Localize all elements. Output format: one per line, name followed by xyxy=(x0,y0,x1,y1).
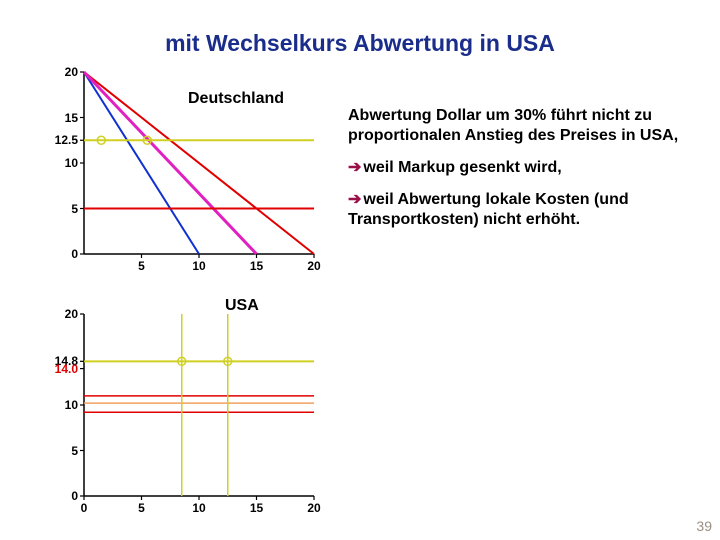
x-tick-label: 15 xyxy=(245,501,269,515)
x-tick-label: 15 xyxy=(245,259,269,273)
chart-label: Deutschland xyxy=(188,90,284,108)
y-tick-label: 10 xyxy=(48,398,78,412)
chart-label: USA xyxy=(225,297,259,315)
explanation-block: Abwertung Dollar um 30% führt nicht zu p… xyxy=(348,106,688,242)
x-tick-label: 0 xyxy=(72,501,96,515)
slide-number: 39 xyxy=(696,518,712,534)
x-tick-label: 20 xyxy=(302,259,326,273)
x-tick-label: 10 xyxy=(187,259,211,273)
x-tick-label: 5 xyxy=(130,259,154,273)
explain-main: Abwertung Dollar um 30% führt nicht zu p… xyxy=(348,106,688,146)
y-tick-label: 20 xyxy=(48,307,78,321)
y-tick-label-extra: 14.0 xyxy=(42,362,78,376)
arrow-icon: ➔ xyxy=(348,191,361,208)
x-tick-label: 5 xyxy=(130,501,154,515)
x-tick-label: 10 xyxy=(187,501,211,515)
y-tick-label: 0 xyxy=(48,247,78,261)
x-tick-label: 20 xyxy=(302,501,326,515)
slide-title: mit Wechselkurs Abwertung in USA xyxy=(0,30,720,57)
y-tick-label: 10 xyxy=(48,156,78,170)
y-tick-label: 20 xyxy=(48,65,78,79)
bullet1-text: weil Markup gesenkt wird, xyxy=(363,159,561,176)
explain-bullet-2: ➔weil Abwertung lokale Kosten (und Trans… xyxy=(348,190,688,230)
y-tick-label: 5 xyxy=(48,202,78,216)
y-tick-label-extra: 12.5 xyxy=(42,133,78,147)
y-tick-label: 15 xyxy=(48,111,78,125)
y-tick-label: 5 xyxy=(48,444,78,458)
bullet2-text: weil Abwertung lokale Kosten (und Transp… xyxy=(348,191,629,228)
arrow-icon: ➔ xyxy=(348,159,361,176)
explain-bullet-1: ➔weil Markup gesenkt wird, xyxy=(348,158,688,178)
